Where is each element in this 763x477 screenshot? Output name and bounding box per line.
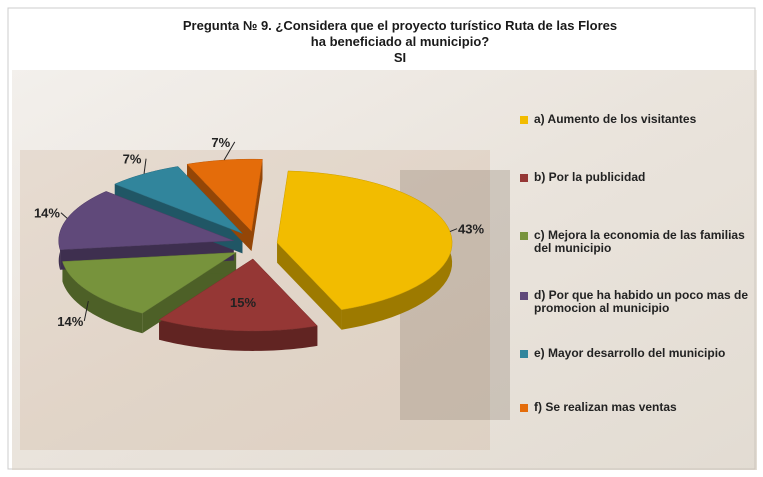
leader-line <box>223 141 236 161</box>
legend-label: e) Mayor desarrollo del municipio <box>534 346 726 360</box>
legend-label: f) Se realizan mas ventas <box>534 400 677 414</box>
legend-swatch <box>520 350 528 358</box>
pie-slice <box>158 258 318 332</box>
legend-item: e) Mayor desarrollo del municipio <box>520 347 763 360</box>
pie-slice <box>62 252 238 314</box>
legend-label: a) Aumento de los visitantes <box>534 112 697 126</box>
leader-line <box>60 212 68 219</box>
legend-item: a) Aumento de los visitantes <box>520 113 763 126</box>
legend-swatch <box>520 116 528 124</box>
legend-label: b) Por la publicidad <box>534 170 646 184</box>
legend-swatch <box>520 404 528 412</box>
leader-line <box>83 300 89 322</box>
legend-swatch <box>520 174 528 182</box>
legend-label: c) Mejora la economia de las familias de… <box>534 228 745 255</box>
chart-title: Pregunta № 9. ¿Considera que el proyecto… <box>183 18 617 33</box>
pie-slice-side <box>62 261 143 334</box>
data-label: 7% <box>211 135 230 150</box>
legend-item: f) Se realizan mas ventas <box>520 401 763 414</box>
chart-subtitle: SI <box>394 50 406 65</box>
data-label: 43% <box>458 222 484 237</box>
data-label: 15% <box>230 295 256 310</box>
data-label: 14% <box>34 206 60 221</box>
pie-slice <box>186 158 263 232</box>
legend-item: b) Por la publicidad <box>520 171 763 184</box>
legend-item: c) Mejora la economia de las familias de… <box>520 229 763 255</box>
pie-slice-edge <box>251 159 263 252</box>
legend-swatch <box>520 292 528 300</box>
pie-slice <box>58 191 234 250</box>
data-label: 7% <box>123 152 142 167</box>
legend-label: d) Por que ha habido un poco mas de prom… <box>534 288 749 315</box>
leader-line <box>143 158 147 174</box>
legend-item: d) Por que ha habido un poco mas de prom… <box>520 289 763 315</box>
leader-line <box>449 228 458 233</box>
chart-title: ha beneficiado al municipio? <box>311 34 489 49</box>
data-label: 14% <box>57 314 83 329</box>
pie-slice-edge <box>277 242 342 330</box>
legend-swatch <box>520 232 528 240</box>
